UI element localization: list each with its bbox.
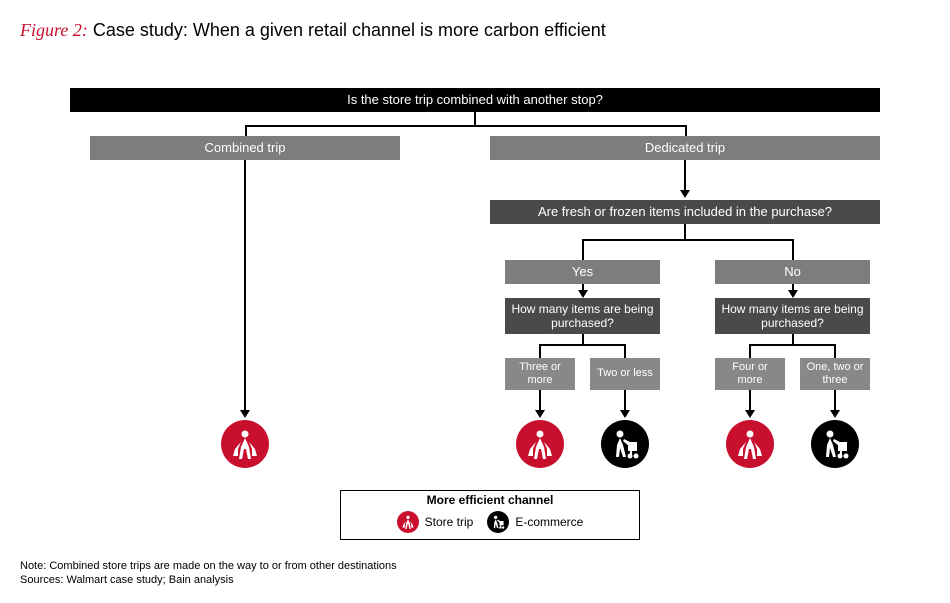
- dolly-icon: [487, 511, 509, 533]
- connector: [539, 344, 541, 358]
- node-one-two-three: One, two or three: [800, 358, 870, 390]
- legend-title: More efficient channel: [341, 493, 639, 507]
- node-label: Four or more: [721, 361, 779, 387]
- node-label: Are fresh or frozen items included in th…: [538, 204, 832, 220]
- node-label: No: [784, 264, 801, 280]
- arrowhead-icon: [578, 290, 588, 298]
- connector: [582, 239, 584, 260]
- legend-ecom-label: E-commerce: [515, 515, 583, 529]
- node-no: No: [715, 260, 870, 284]
- arrowhead-icon: [535, 410, 545, 418]
- node-fresh-question: Are fresh or frozen items included in th…: [490, 200, 880, 224]
- arrowhead-icon: [830, 410, 840, 418]
- arrowhead-icon: [620, 410, 630, 418]
- connector: [624, 344, 626, 358]
- node-label: Dedicated trip: [645, 140, 725, 156]
- node-four-or-more: Four or more: [715, 358, 785, 390]
- arrowhead-icon: [680, 190, 690, 198]
- node-combined-trip: Combined trip: [90, 136, 400, 160]
- figure-caption: Case study: When a given retail channel …: [93, 20, 606, 40]
- connector: [245, 125, 685, 127]
- node-root: Is the store trip combined with another …: [70, 88, 880, 112]
- outcome-ecommerce-icon: [811, 420, 859, 468]
- outcome-store-icon: [516, 420, 564, 468]
- connector: [582, 334, 584, 344]
- connector: [539, 344, 626, 346]
- node-label: How many items are being purchased?: [511, 302, 654, 331]
- node-label: Two or less: [597, 367, 653, 380]
- node-label: One, two or three: [806, 361, 864, 387]
- legend-item-ecommerce: E-commerce: [487, 511, 583, 533]
- legend-item-store: Store trip: [397, 511, 474, 533]
- node-label: How many items are being purchased?: [721, 302, 864, 331]
- node-label: Is the store trip combined with another …: [347, 92, 603, 108]
- figure-title: Figure 2: Case study: When a given retai…: [20, 20, 606, 41]
- arrowhead-icon: [788, 290, 798, 298]
- shopper-icon: [397, 511, 419, 533]
- node-label: Combined trip: [205, 140, 286, 156]
- connector: [834, 344, 836, 358]
- connector: [834, 390, 836, 410]
- connector: [749, 344, 751, 358]
- connector: [792, 239, 794, 260]
- connector: [244, 160, 246, 410]
- node-dedicated-trip: Dedicated trip: [490, 136, 880, 160]
- footnote-sources: Sources: Walmart case study; Bain analys…: [20, 574, 234, 586]
- outcome-store-icon: [221, 420, 269, 468]
- node-yes: Yes: [505, 260, 660, 284]
- arrowhead-icon: [745, 410, 755, 418]
- legend-store-label: Store trip: [425, 515, 474, 529]
- outcome-ecommerce-icon: [601, 420, 649, 468]
- node-two-or-less: Two or less: [590, 358, 660, 390]
- connector: [245, 125, 247, 136]
- figure-number: Figure 2:: [20, 20, 88, 40]
- footnote-note: Note: Combined store trips are made on t…: [20, 560, 397, 572]
- node-three-or-more: Three or more: [505, 358, 575, 390]
- node-how-many-right: How many items are being purchased?: [715, 298, 870, 334]
- connector: [684, 160, 686, 190]
- connector: [685, 125, 687, 136]
- connector: [792, 334, 794, 344]
- outcome-store-icon: [726, 420, 774, 468]
- connector: [582, 239, 793, 241]
- legend: More efficient channel Store trip E-comm…: [340, 490, 640, 540]
- node-label: Yes: [572, 264, 593, 280]
- connector: [684, 224, 686, 239]
- connector: [749, 344, 836, 346]
- connector: [539, 390, 541, 410]
- node-how-many-left: How many items are being purchased?: [505, 298, 660, 334]
- connector: [749, 390, 751, 410]
- connector: [624, 390, 626, 410]
- node-label: Three or more: [511, 361, 569, 387]
- arrowhead-icon: [240, 410, 250, 418]
